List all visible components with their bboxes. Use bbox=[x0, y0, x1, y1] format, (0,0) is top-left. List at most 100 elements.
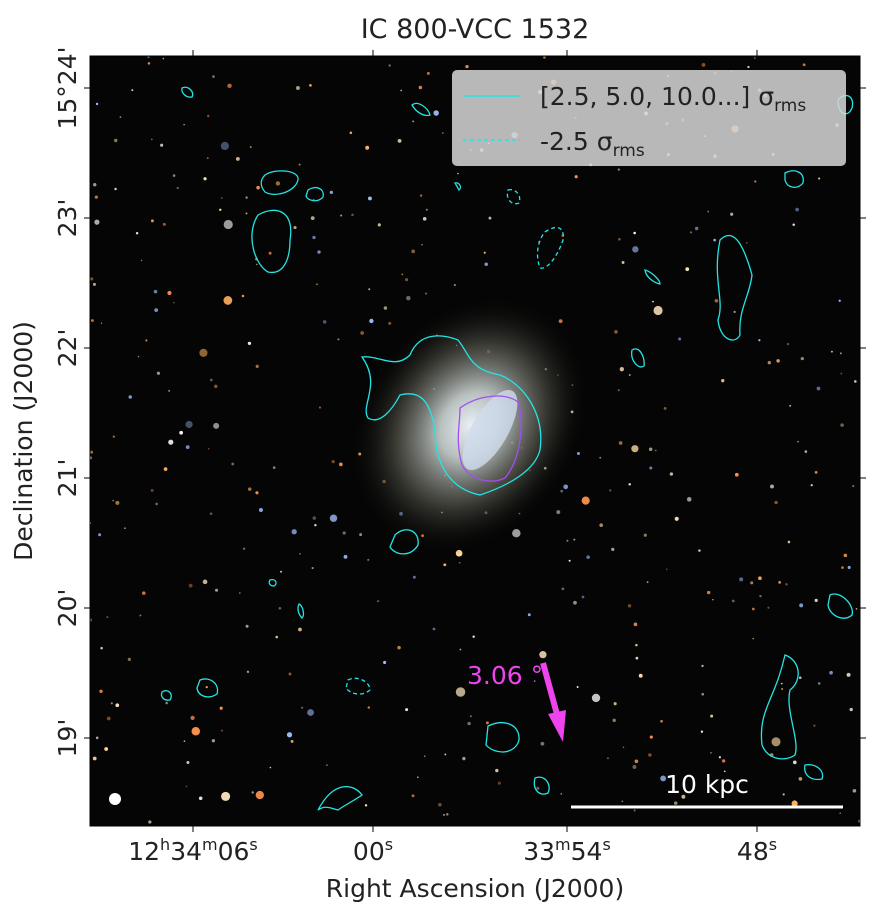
star bbox=[351, 213, 354, 217]
star bbox=[90, 277, 94, 281]
star bbox=[771, 737, 781, 747]
star bbox=[223, 296, 233, 305]
star bbox=[112, 499, 115, 502]
star bbox=[90, 319, 94, 322]
angle-annotation: 3.06 ° bbox=[467, 661, 543, 690]
star bbox=[199, 348, 208, 357]
star bbox=[654, 449, 657, 452]
star bbox=[789, 404, 792, 407]
star bbox=[349, 131, 353, 135]
star bbox=[774, 500, 778, 505]
star bbox=[442, 132, 444, 134]
star bbox=[191, 726, 201, 736]
star bbox=[792, 760, 797, 765]
star bbox=[211, 739, 216, 743]
star bbox=[106, 616, 109, 619]
star bbox=[220, 729, 223, 732]
star bbox=[147, 56, 150, 59]
star bbox=[207, 114, 210, 118]
star bbox=[470, 715, 472, 718]
star bbox=[628, 373, 631, 377]
star bbox=[710, 714, 714, 718]
star bbox=[723, 770, 726, 773]
star bbox=[165, 701, 168, 705]
star bbox=[301, 706, 304, 709]
star bbox=[154, 308, 159, 313]
star bbox=[115, 703, 120, 708]
star bbox=[646, 581, 649, 583]
star bbox=[241, 294, 245, 298]
star bbox=[235, 156, 240, 161]
star bbox=[239, 592, 241, 594]
star bbox=[291, 529, 297, 535]
star bbox=[110, 702, 113, 705]
star bbox=[424, 755, 426, 757]
star bbox=[846, 672, 851, 677]
star bbox=[95, 102, 99, 106]
star bbox=[446, 813, 449, 816]
sky-image: [2.5, 5.0, 10.0...] σrms -2.5 σrms 3.06 … bbox=[90, 56, 860, 826]
star bbox=[150, 138, 153, 141]
star bbox=[340, 214, 343, 217]
star bbox=[849, 707, 853, 712]
y-tick-label: 23' bbox=[53, 199, 82, 238]
star bbox=[617, 389, 620, 392]
star bbox=[638, 673, 643, 678]
tick-text: 00 bbox=[353, 837, 385, 866]
star bbox=[701, 692, 705, 696]
star bbox=[172, 174, 176, 177]
star bbox=[155, 502, 158, 506]
star bbox=[701, 664, 704, 668]
star bbox=[185, 420, 193, 429]
star bbox=[634, 759, 639, 764]
star bbox=[150, 488, 154, 492]
star bbox=[455, 687, 466, 697]
star bbox=[791, 800, 798, 807]
legend-box bbox=[452, 70, 846, 166]
star bbox=[649, 735, 653, 739]
star bbox=[227, 83, 232, 89]
star bbox=[401, 273, 404, 276]
star bbox=[290, 739, 294, 743]
star bbox=[854, 380, 857, 383]
tick-text: 34 bbox=[170, 837, 202, 866]
star bbox=[425, 208, 428, 211]
star bbox=[840, 423, 844, 427]
star bbox=[190, 715, 195, 720]
star bbox=[660, 775, 667, 782]
star bbox=[573, 600, 577, 605]
y-axis-label: Declination (J2000) bbox=[9, 321, 38, 561]
star bbox=[94, 219, 100, 225]
star bbox=[209, 512, 213, 516]
star bbox=[326, 764, 328, 766]
star bbox=[219, 706, 223, 710]
star bbox=[207, 448, 210, 450]
star bbox=[418, 85, 423, 90]
star bbox=[183, 123, 185, 126]
star bbox=[162, 222, 166, 226]
star bbox=[298, 627, 302, 632]
star bbox=[745, 241, 748, 244]
star bbox=[747, 65, 750, 69]
star bbox=[286, 732, 293, 738]
star bbox=[147, 62, 151, 65]
star bbox=[419, 194, 423, 197]
star bbox=[203, 177, 207, 181]
star bbox=[206, 157, 209, 160]
star bbox=[563, 484, 569, 490]
star bbox=[611, 547, 615, 551]
star bbox=[813, 724, 816, 727]
star bbox=[322, 320, 327, 324]
star bbox=[443, 563, 447, 567]
star bbox=[397, 138, 402, 143]
star bbox=[295, 85, 300, 90]
star bbox=[377, 223, 381, 227]
star bbox=[246, 670, 250, 674]
star bbox=[543, 56, 546, 59]
star bbox=[484, 262, 488, 267]
star bbox=[618, 441, 623, 445]
star bbox=[635, 656, 639, 660]
star bbox=[467, 721, 471, 726]
star bbox=[566, 539, 569, 542]
star bbox=[383, 660, 387, 665]
